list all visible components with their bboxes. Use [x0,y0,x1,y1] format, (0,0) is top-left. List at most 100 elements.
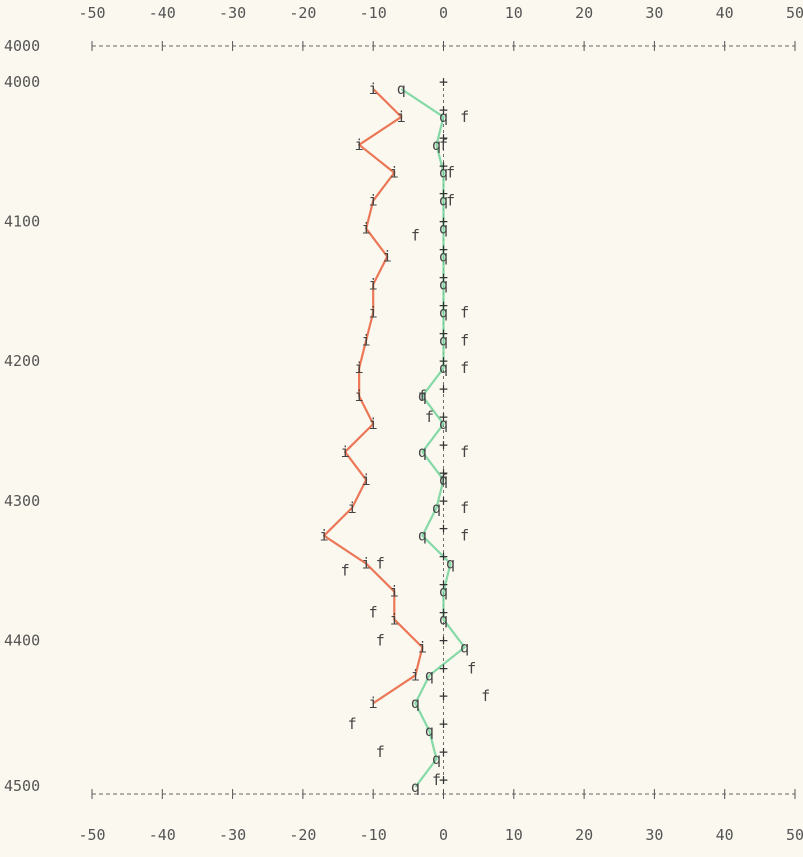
series-lines [322,88,466,788]
marker-i: i [341,443,350,461]
marker-q: q [418,443,427,461]
marker-i: i [355,387,364,405]
series-line-q [400,88,466,788]
top-x-tick-label: 0 [439,4,448,22]
zero-line-marker: + [439,352,448,370]
marker-q: q [460,638,469,656]
top-x-tick-label: -30 [219,4,246,22]
marker-i: i [411,666,420,684]
marker-i: i [390,583,399,601]
marker-f: f [460,303,469,321]
marker-f: f [460,527,469,545]
marker-f: f [481,687,490,705]
marker-q: q [446,555,455,573]
top-x-tick-label: -20 [289,4,316,22]
zero-line-marker: + [439,408,448,426]
zero-line-marker: + [439,73,448,91]
bottom-x-tick-label: 40 [716,826,734,844]
marker-f: f [432,771,441,789]
top-x-tick-label: 30 [645,4,663,22]
top-x-tick-label: 50 [786,4,803,22]
marker-f: f [439,136,448,154]
series-line-i [322,88,424,705]
marker-q: q [439,359,448,377]
zero-line-marker: + [439,464,448,482]
marker-q: q [439,164,448,182]
top-x-tick-label: -40 [149,4,176,22]
zero-line-marker: + [439,743,448,761]
marker-q: q [439,471,448,489]
marker-q: q [439,248,448,266]
y-tick-label: 4200 [4,352,40,370]
marker-i: i [418,638,427,656]
bottom-x-tick-label: -20 [289,826,316,844]
marker-i: i [369,192,378,210]
zero-line-marker: + [439,548,448,566]
marker-i: i [369,415,378,433]
marker-i: i [362,471,371,489]
zero-line-marker: + [439,631,448,649]
tick-labels: -50 -50 -40 -40 -30 -30 -20 -20 -10 -10 0 0 10 10 20 20… [4,4,803,844]
bottom-x-tick-label: 10 [505,826,523,844]
zero-line-marker: + [439,185,448,203]
zero-line-marker: + [439,101,448,119]
marker-f: f [369,603,378,621]
marker-i: i [369,275,378,293]
marker-i: i [355,359,364,377]
y-tick-label: 4000 [4,73,40,91]
top-x-tick-label: 40 [716,4,734,22]
marker-i: i [362,220,371,238]
marker-f: f [439,471,448,489]
zero-line-marker: + [439,268,448,286]
marker-q: q [411,778,420,796]
zero-line-marker: + [439,771,448,789]
bottom-x-tick-label: 50 [786,826,803,844]
marker-i: i [383,248,392,266]
marker-f: f [411,227,420,245]
zero-line-marker: + [439,492,448,510]
marker-f: f [348,715,357,733]
marker-q: q [397,80,406,98]
marker-q: q [425,722,434,740]
bottom-x-tick-label: 0 [439,826,448,844]
marker-q: q [439,610,448,628]
marker-f: f [376,631,385,649]
marker-q: q [425,666,434,684]
marker-q: q [411,694,420,712]
zero-line-marker: + [439,129,448,147]
zero-line-marker: + [439,213,448,231]
marker-f: f [376,743,385,761]
bottom-x-tick-label: -50 [78,826,105,844]
zero-line-marker: + [439,380,448,398]
zero-line-marker: + [439,659,448,677]
marker-i: i [369,80,378,98]
marker-f: f [446,164,455,182]
zero-line-marker: + [439,436,448,454]
marker-f: f [425,408,434,426]
top-x-tick-label: 10 [505,4,523,22]
marker-i: i [390,610,399,628]
marker-q: q [439,331,448,349]
marker-i: i [319,527,328,545]
marker-q: q [418,527,427,545]
top-x-tick-label: 20 [575,4,593,22]
marker-f: f [376,555,385,573]
zero-line-marker: + [439,241,448,259]
bottom-x-tick-label: 30 [645,826,663,844]
zero-line-marker: + [439,603,448,621]
bottom-x-tick-label: -30 [219,826,246,844]
marker-q: q [439,303,448,321]
marker-i: i [397,108,406,126]
y-tick-label: 4500 [4,777,40,795]
marker-q: q [439,275,448,293]
marker-i: i [390,164,399,182]
zero-line-marker: + [439,715,448,733]
y-tick-label: 4400 [4,631,40,649]
marker-f: f [460,331,469,349]
top-x-tick-label: -10 [360,4,387,22]
marker-f: f [460,108,469,126]
zero-line-marker: + [439,520,448,538]
marker-q: q [439,583,448,601]
zero-line-marker: + [439,576,448,594]
